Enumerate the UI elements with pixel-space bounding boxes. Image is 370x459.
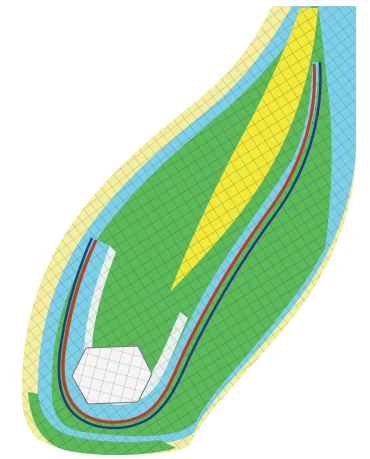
navy-boundary-line xyxy=(57,61,322,430)
red-boundary-line xyxy=(61,63,317,424)
